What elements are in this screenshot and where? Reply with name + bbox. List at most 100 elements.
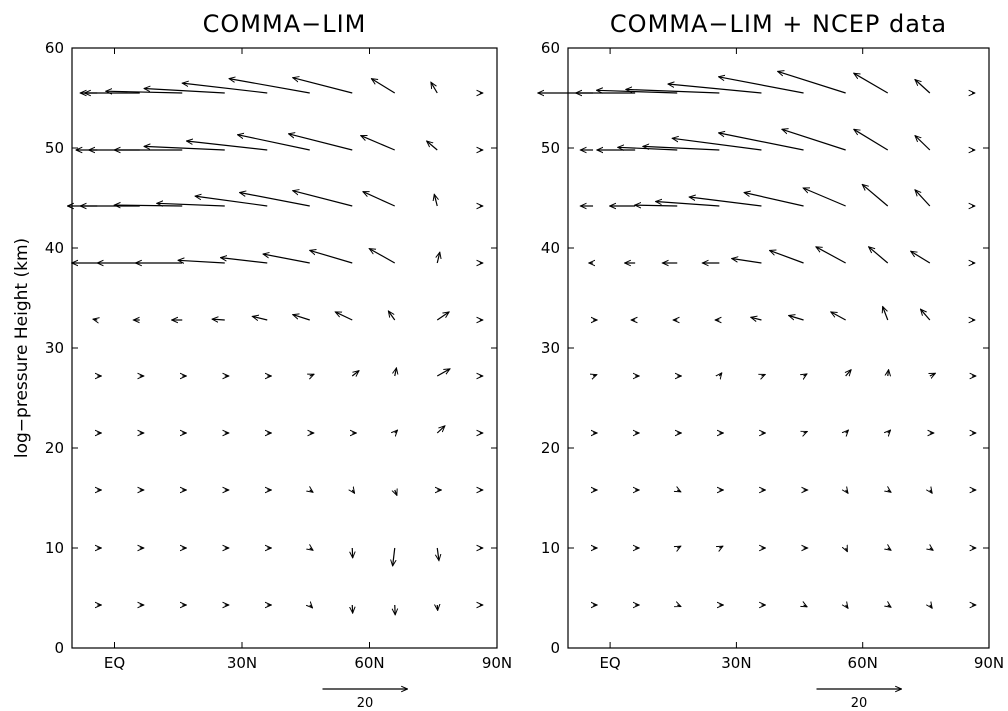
y-tick-label: 0 bbox=[550, 639, 560, 657]
wind-arrow bbox=[677, 546, 681, 548]
wind-arrow bbox=[434, 194, 437, 207]
wind-arrow bbox=[310, 374, 314, 376]
wind-arrow bbox=[437, 252, 440, 264]
wind-arrow bbox=[157, 203, 225, 206]
wind-arrow bbox=[782, 129, 846, 151]
wind-arrow bbox=[182, 83, 268, 94]
wind-arrow bbox=[888, 490, 891, 492]
wind-arrow bbox=[930, 605, 932, 608]
wind-arrow bbox=[672, 138, 762, 151]
wind-arrow bbox=[361, 136, 395, 151]
reference-arrow-label: 20 bbox=[851, 696, 868, 711]
wind-arrow bbox=[930, 490, 932, 493]
wind-arrow bbox=[106, 91, 183, 93]
wind-arrow bbox=[789, 316, 804, 321]
wind-arrow bbox=[371, 79, 396, 94]
wind-arrow bbox=[883, 307, 889, 321]
wind-arrow bbox=[719, 133, 804, 151]
wind-arrow bbox=[732, 259, 762, 264]
wind-arrow bbox=[310, 250, 353, 264]
wind-arrow bbox=[93, 319, 97, 320]
wind-arrow bbox=[144, 89, 225, 94]
wind-arrow bbox=[114, 205, 183, 206]
y-tick-label: 10 bbox=[541, 539, 560, 557]
wind-arrow bbox=[431, 82, 438, 94]
x-tick-label: 60N bbox=[848, 654, 878, 672]
wind-arrow bbox=[289, 134, 353, 151]
x-tick-label: EQ bbox=[599, 654, 620, 672]
wind-arrow bbox=[804, 605, 808, 607]
y-axis-label: log−pressure Height (km) bbox=[12, 238, 32, 458]
wind-arrow bbox=[436, 426, 445, 434]
wind-arrow bbox=[293, 315, 310, 321]
wind-arrow bbox=[719, 546, 723, 548]
wind-arrow bbox=[195, 196, 268, 207]
y-tick-label: 30 bbox=[541, 339, 560, 357]
wind-arrow bbox=[846, 548, 848, 552]
wind-arrow bbox=[744, 193, 804, 207]
wind-arrow bbox=[846, 430, 849, 433]
wind-arrow bbox=[862, 184, 889, 207]
wind-arrow bbox=[668, 84, 762, 94]
wind-arrow bbox=[626, 89, 720, 94]
wind-arrow bbox=[915, 136, 931, 151]
wind-arrow bbox=[310, 605, 313, 608]
wind-arrow bbox=[778, 71, 846, 94]
wind-arrow bbox=[816, 247, 846, 264]
wind-arrow bbox=[888, 370, 889, 376]
wind-arrow bbox=[395, 368, 397, 377]
wind-arrow bbox=[238, 135, 310, 151]
wind-arrow bbox=[846, 370, 852, 376]
wind-arrow bbox=[803, 188, 846, 207]
wind-arrow bbox=[310, 490, 313, 492]
x-tick-label: 90N bbox=[974, 654, 1004, 672]
wind-arrow bbox=[915, 190, 931, 207]
y-tick-label: 20 bbox=[541, 439, 560, 457]
wind-arrow bbox=[363, 191, 395, 207]
x-tick-label: 60N bbox=[354, 654, 384, 672]
reference-arrow-label: 20 bbox=[357, 696, 374, 711]
wind-arrow bbox=[930, 372, 936, 376]
y-tick-label: 30 bbox=[45, 339, 64, 357]
wind-arrow bbox=[677, 490, 681, 492]
wind-arrow bbox=[593, 375, 597, 376]
wind-arrow bbox=[719, 373, 721, 376]
right-panel-comma-lim-ncep: COMMA−LIM + NCEP data EQ 30N 60N 90N 0 10 20 30 4… bbox=[538, 10, 1004, 711]
y-tick-label: 60 bbox=[541, 39, 560, 57]
wind-arrow bbox=[144, 146, 225, 151]
x-tick-label: EQ bbox=[104, 654, 125, 672]
wind-arrow bbox=[846, 605, 848, 608]
wind-arrow bbox=[854, 73, 889, 94]
wind-arrow bbox=[677, 605, 681, 607]
wind-arrow bbox=[911, 251, 931, 264]
plot-frame bbox=[567, 47, 990, 649]
wind-arrow bbox=[854, 129, 889, 151]
y-tick-label: 20 bbox=[45, 439, 64, 457]
wind-arrow bbox=[427, 141, 438, 151]
wind-arrow bbox=[351, 371, 359, 376]
wind-arrow bbox=[229, 79, 310, 94]
wind-arrow bbox=[689, 197, 762, 207]
wind-arrow bbox=[212, 319, 225, 320]
wind-arrow bbox=[395, 430, 398, 433]
wind-arrow bbox=[437, 547, 439, 561]
wind-arrow bbox=[761, 374, 765, 376]
x-tick-label: 30N bbox=[227, 654, 257, 672]
wind-arrow bbox=[335, 311, 353, 321]
wind-arrow bbox=[388, 311, 396, 321]
wind-arrow bbox=[888, 430, 891, 433]
wind-arrow bbox=[436, 312, 449, 321]
wind-arrow bbox=[770, 250, 804, 264]
wind-arrow bbox=[293, 191, 353, 207]
left-panel-comma-lim: COMMA−LIM EQ 30N 60N 90N 0 10 20 30 40 50 60 20 bbox=[45, 10, 512, 711]
wind-arrow bbox=[436, 369, 450, 377]
wind-arrow bbox=[369, 249, 396, 264]
wind-arrow bbox=[263, 254, 310, 264]
wind-arrow bbox=[635, 205, 678, 206]
x-tick-label: 90N bbox=[482, 654, 512, 672]
wind-arrow bbox=[804, 374, 807, 376]
wind-arrow bbox=[656, 202, 720, 207]
wind-arrow bbox=[804, 431, 808, 433]
wind-arrow bbox=[888, 548, 891, 550]
